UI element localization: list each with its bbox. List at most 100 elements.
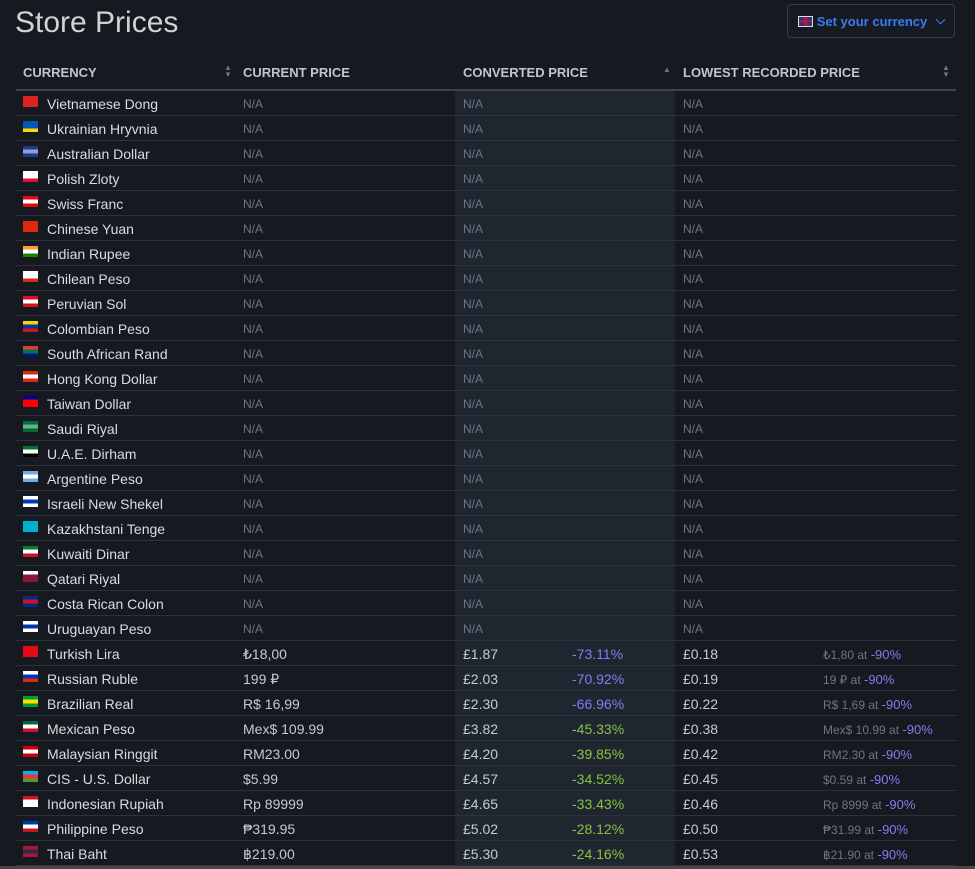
lowest-recorded-price: N/A <box>683 472 704 486</box>
converted-price: £2.30 <box>463 696 499 712</box>
country-flag-icon <box>23 421 38 432</box>
current-price: ₱319.95 <box>243 821 296 837</box>
converted-price: £1.87 <box>463 646 499 662</box>
lowest-original-price: Mex$ 10.99 at -90% <box>823 722 933 737</box>
lowest-recorded-price: N/A <box>683 247 704 261</box>
table-row[interactable]: Colombian Peso N/A N/A N/A <box>16 316 956 341</box>
table-row[interactable]: Argentine Peso N/A N/A N/A <box>16 466 956 491</box>
table-row[interactable]: Malaysian Ringgit RM23.00 £4.20 -39.85% £0… <box>16 741 956 766</box>
currency-name: Qatari Riyal <box>47 571 121 587</box>
price-difference-percent: -45.33% <box>572 721 625 737</box>
lowest-recorded-price: N/A <box>683 447 704 461</box>
set-currency-button[interactable]: Set your currency <box>787 4 955 38</box>
converted-price: N/A <box>463 172 484 186</box>
current-price: Mex$ 109.99 <box>243 721 324 737</box>
lowest-recorded-price: N/A <box>683 97 704 111</box>
converted-price: £5.02 <box>463 821 499 837</box>
table-header: CURRENCY ▲ ▼ CURRENT PRICE CONVERTED PRIC… <box>16 54 956 91</box>
price-difference-percent: -28.12% <box>572 821 625 837</box>
table-row[interactable]: Peruvian Sol N/A N/A N/A <box>16 291 956 316</box>
table-row[interactable]: CIS - U.S. Dollar $5.99 £4.57 -34.52% £0.4… <box>16 766 956 791</box>
table-row[interactable]: Indian Rupee N/A N/A N/A <box>16 241 956 266</box>
currency-name: Australian Dollar <box>47 146 150 162</box>
table-row[interactable]: Brazilian Real R$ 16,99 £2.30 -66.96% £0.2… <box>16 691 956 716</box>
country-flag-icon <box>23 696 38 707</box>
country-flag-icon <box>23 821 38 832</box>
table-row[interactable]: Thai Baht ฿219.00 £5.30 -24.16% £0.53 ฿21.9… <box>16 841 956 866</box>
current-price: N/A <box>243 447 264 461</box>
converted-price: N/A <box>463 397 484 411</box>
converted-price: N/A <box>463 197 484 211</box>
table-row[interactable]: Chinese Yuan N/A N/A N/A <box>16 216 956 241</box>
currency-name: Kuwaiti Dinar <box>47 546 130 562</box>
converted-price: N/A <box>463 522 484 536</box>
table-row[interactable]: Ukrainian Hryvnia N/A N/A N/A <box>16 116 956 141</box>
table-row[interactable]: Philippine Peso ₱319.95 £5.02 -28.12% £0.5… <box>16 816 956 841</box>
price-difference-percent: -70.92% <box>572 671 625 687</box>
lowest-recorded-price: N/A <box>683 572 704 586</box>
table-row[interactable]: Kazakhstani Tenge N/A N/A N/A <box>16 516 956 541</box>
lowest-discount: -90% <box>877 847 908 862</box>
table-row[interactable]: Mexican Peso Mex$ 109.99 £3.82 -45.33% £0.… <box>16 716 956 741</box>
currency-name: Israeli New Shekel <box>47 496 163 512</box>
current-price: N/A <box>243 422 264 436</box>
current-price: N/A <box>243 247 264 261</box>
column-header-currency[interactable]: CURRENCY <box>23 65 97 80</box>
country-flag-icon <box>23 846 38 857</box>
currency-name: Argentine Peso <box>47 471 143 487</box>
price-difference-percent: -33.43% <box>572 796 625 812</box>
current-price: R$ 16,99 <box>243 696 300 712</box>
table-row[interactable]: Russian Ruble 199 ₽ £2.03 -70.92% £0.19 19 … <box>16 666 956 691</box>
column-header-converted-price[interactable]: CONVERTED PRICE <box>463 65 588 80</box>
current-price: N/A <box>243 122 264 136</box>
country-flag-icon <box>23 646 38 657</box>
table-row[interactable]: U.A.E. Dirham N/A N/A N/A <box>16 441 956 466</box>
table-row[interactable]: Polish Zloty N/A N/A N/A <box>16 166 956 191</box>
country-flag-icon <box>23 471 38 482</box>
table-row[interactable]: Costa Rican Colon N/A N/A N/A <box>16 591 956 616</box>
table-row[interactable]: Vietnamese Dong N/A N/A N/A <box>16 91 956 116</box>
current-price: N/A <box>243 147 264 161</box>
table-row[interactable]: Swiss Franc N/A N/A N/A <box>16 191 956 216</box>
table-row[interactable]: Israeli New Shekel N/A N/A N/A <box>16 491 956 516</box>
country-flag-icon <box>23 796 38 807</box>
table-row[interactable]: Saudi Riyal N/A N/A N/A <box>16 416 956 441</box>
currency-name: Turkish Lira <box>47 646 120 662</box>
table-row[interactable]: South African Rand N/A N/A N/A <box>16 341 956 366</box>
table-row[interactable]: Hong Kong Dollar N/A N/A N/A <box>16 366 956 391</box>
current-price: N/A <box>243 297 264 311</box>
country-flag-icon <box>23 121 38 132</box>
column-header-lowest-recorded-price[interactable]: LOWEST RECORDED PRICE <box>683 65 860 80</box>
converted-price: N/A <box>463 447 484 461</box>
country-flag-icon <box>23 671 38 682</box>
column-header-current-price[interactable]: CURRENT PRICE <box>243 65 350 80</box>
country-flag-icon <box>23 221 38 232</box>
table-row[interactable]: Qatari Riyal N/A N/A N/A <box>16 566 956 591</box>
lowest-recorded-price: N/A <box>683 272 704 286</box>
converted-price: N/A <box>463 222 484 236</box>
sort-ascending-icon[interactable]: ▲ <box>663 65 671 74</box>
currency-name: Colombian Peso <box>47 321 150 337</box>
current-price: N/A <box>243 597 264 611</box>
sort-both-icon[interactable]: ▲ ▼ <box>224 63 232 79</box>
table-row[interactable]: Australian Dollar N/A N/A N/A <box>16 141 956 166</box>
converted-price: £3.82 <box>463 721 499 737</box>
lowest-recorded-price: N/A <box>683 122 704 136</box>
country-flag-icon <box>23 271 38 282</box>
current-price: N/A <box>243 322 264 336</box>
country-flag-icon <box>23 721 38 732</box>
converted-price: N/A <box>463 272 484 286</box>
table-row[interactable]: Kuwaiti Dinar N/A N/A N/A <box>16 541 956 566</box>
table-row[interactable]: Taiwan Dollar N/A N/A N/A <box>16 391 956 416</box>
currency-name: Taiwan Dollar <box>47 396 132 412</box>
lowest-discount: -90% <box>881 697 913 712</box>
table-row[interactable]: Chilean Peso N/A N/A N/A <box>16 266 956 291</box>
sort-both-icon[interactable]: ▲ ▼ <box>942 63 950 79</box>
lowest-recorded-price: £0.46 <box>683 796 719 812</box>
chevron-down-icon <box>935 14 946 24</box>
table-row[interactable]: Indonesian Rupiah Rp 89999 £4.65 -33.43% £… <box>16 791 956 816</box>
uk-flag-icon <box>797 15 813 27</box>
table-row[interactable]: Uruguayan Peso N/A N/A N/A <box>16 616 956 641</box>
lowest-original-price: RM2.30 at -90% <box>823 747 913 762</box>
table-row[interactable]: Turkish Lira ₺18,00 £1.87 -73.11% £0.18 ₺1,… <box>16 641 956 666</box>
